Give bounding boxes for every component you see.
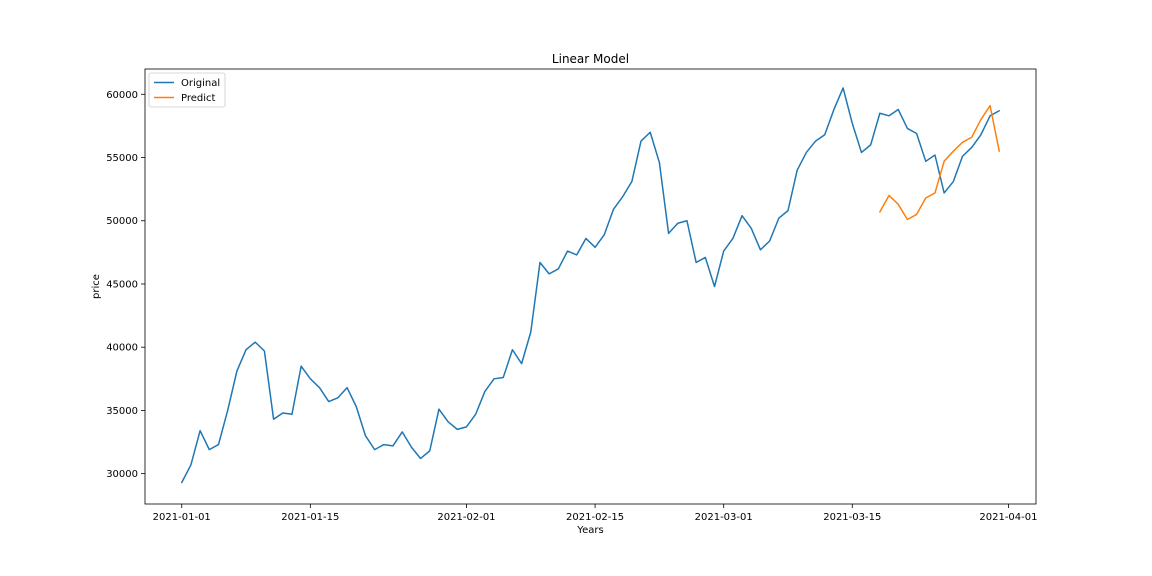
x-tick-label: 2021-04-01 (979, 512, 1037, 523)
y-axis: 30000 35000 40000 45000 50000 55000 60000 (106, 90, 145, 480)
legend-box (148, 72, 226, 108)
legend-label-predict: Predict (181, 93, 216, 104)
y-tick-label: 40000 (106, 343, 138, 354)
x-axis: 2021-01-01 2021-01-15 2021-02-01 2021-02-15… (153, 504, 1038, 523)
x-tick-label: 2021-01-15 (281, 512, 339, 523)
y-tick-label: 60000 (106, 90, 138, 101)
chart-title: Linear Model (552, 52, 629, 66)
series-line-predict (879, 104, 1001, 221)
x-tick-label: 2021-03-15 (823, 512, 881, 523)
x-axis-label: Years (576, 525, 603, 536)
x-tick-label: 2021-02-15 (566, 512, 624, 523)
series-group (180, 87, 1001, 484)
legend: Original Predict (148, 72, 226, 108)
x-tick-label: 2021-03-01 (695, 512, 753, 523)
legend-label-original: Original (181, 78, 220, 89)
y-tick-label: 35000 (106, 406, 138, 417)
y-tick-label: 50000 (106, 216, 138, 227)
series-line-original (180, 87, 1001, 484)
plot-area (144, 68, 1037, 505)
y-tick-label: 30000 (106, 469, 138, 480)
y-tick-label: 55000 (106, 153, 138, 164)
y-tick-label: 45000 (106, 279, 138, 290)
y-axis-label: price (91, 274, 102, 299)
x-tick-label: 2021-01-01 (153, 512, 211, 523)
x-tick-label: 2021-02-01 (437, 512, 495, 523)
